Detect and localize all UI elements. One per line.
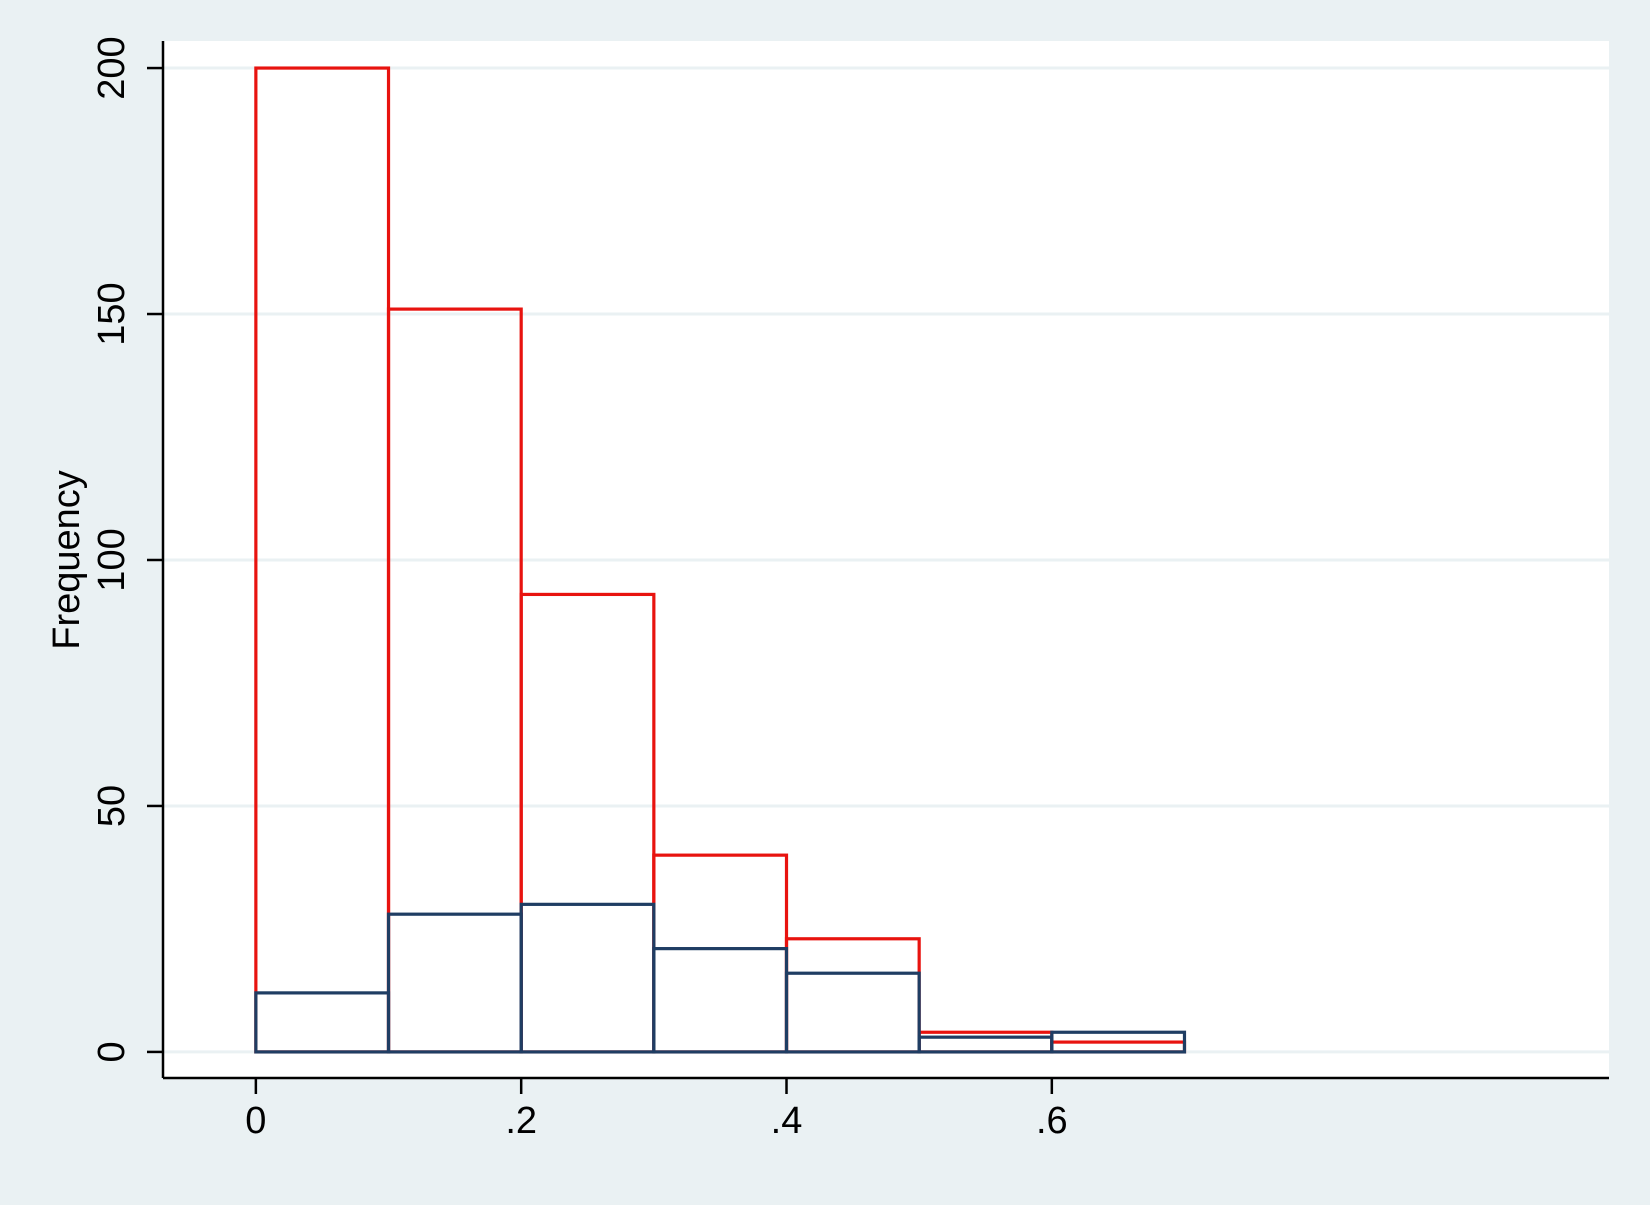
y-tick-label-4: 200 [91,36,133,99]
y-tick-label-0: 0 [91,1041,133,1062]
bars [254,66,1187,1054]
x-tick-label-2: .4 [771,1100,803,1142]
y-axis-label: Frequency [46,470,88,650]
bar-series2-bin7 [1050,1030,1187,1054]
y-tick-label-1: 50 [91,785,133,827]
bar-series2-bin5 [784,971,921,1054]
x-tick-label-0: 0 [245,1100,266,1142]
x-tick-label-3: .6 [1036,1100,1068,1142]
y-tick-label-3: 150 [91,282,133,345]
axis-ticks: 0 50 100 150 200 0 .2 .4 .6 [91,36,1068,1142]
x-tick-label-1: .2 [505,1100,537,1142]
y-tick-label-2: 100 [91,528,133,591]
